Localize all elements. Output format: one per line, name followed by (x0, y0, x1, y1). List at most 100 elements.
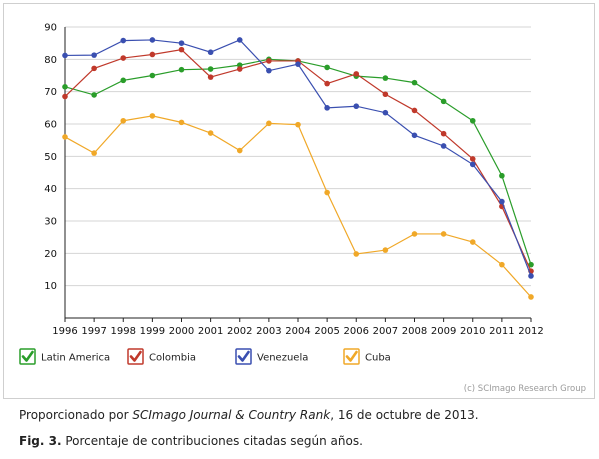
data-point[interactable] (120, 37, 127, 44)
data-point[interactable] (178, 119, 185, 126)
legend-item[interactable]: Colombia (127, 348, 196, 365)
data-point[interactable] (411, 132, 418, 139)
x-tick-label: 2007 (373, 326, 398, 337)
data-point[interactable] (382, 91, 389, 98)
data-point[interactable] (62, 134, 68, 140)
check-icon (237, 350, 250, 362)
data-point[interactable] (324, 189, 330, 196)
data-point[interactable] (120, 55, 127, 61)
figure-label: Fig. 3. (19, 434, 62, 448)
data-point[interactable] (149, 72, 156, 79)
series-layer (62, 37, 534, 300)
legend-item[interactable]: Cuba (343, 348, 391, 365)
data-point[interactable] (149, 37, 156, 43)
data-point[interactable] (236, 37, 243, 43)
x-tick-label: 1998 (111, 326, 136, 337)
data-point[interactable] (149, 51, 156, 58)
data-point[interactable] (440, 143, 447, 149)
data-point[interactable] (120, 117, 127, 124)
y-axis-ticks: 10 20 30 40 50 60 70 80 90 (44, 23, 57, 293)
data-point[interactable] (382, 109, 389, 116)
data-point[interactable] (62, 84, 68, 90)
data-point[interactable] (207, 49, 214, 56)
x-tick-label: 2002 (227, 326, 252, 337)
data-point[interactable] (91, 65, 97, 72)
data-point[interactable] (411, 231, 418, 237)
legend-label: Cuba (365, 353, 391, 364)
data-point[interactable] (62, 52, 68, 59)
source-suffix: , 16 de octubre de 2013. (330, 408, 479, 422)
x-tick-label: 2004 (285, 326, 310, 337)
data-point[interactable] (411, 79, 418, 86)
data-point[interactable] (528, 273, 534, 279)
data-point[interactable] (499, 172, 505, 179)
chart-frame: 10 20 30 40 50 60 70 80 90 1996 1997 1998 1999 2000 2… (3, 3, 595, 399)
x-tick-label: 2011 (489, 326, 514, 337)
data-point[interactable] (178, 46, 185, 53)
data-point[interactable] (91, 92, 97, 98)
figure-text: Porcentaje de contribuciones citadas seg… (61, 434, 363, 448)
data-point[interactable] (178, 66, 185, 73)
data-point[interactable] (469, 161, 476, 168)
y-tick-label: 90 (44, 23, 57, 34)
data-point[interactable] (440, 130, 447, 137)
data-point[interactable] (120, 77, 127, 84)
line-chart: 10 20 30 40 50 60 70 80 90 1996 1997 1998 1999 2000 2… (19, 23, 586, 394)
legend-label: Latin America (41, 353, 110, 364)
legend-item[interactable]: Venezuela (235, 348, 308, 365)
data-point[interactable] (236, 147, 243, 154)
y-tick-label: 20 (44, 249, 57, 260)
data-point[interactable] (382, 247, 389, 253)
data-point[interactable] (324, 80, 330, 87)
data-point[interactable] (295, 121, 301, 128)
y-tick-label: 10 (44, 281, 57, 292)
data-point[interactable] (178, 40, 185, 46)
data-point[interactable] (324, 105, 330, 111)
y-tick-label: 80 (44, 55, 57, 66)
legend-item[interactable]: Latin America (19, 348, 110, 365)
data-point[interactable] (207, 66, 214, 72)
data-point[interactable] (469, 156, 476, 162)
x-tick-label: 1999 (140, 326, 165, 337)
data-point[interactable] (266, 67, 272, 74)
data-point[interactable] (440, 231, 447, 237)
y-tick-label: 30 (44, 217, 57, 228)
data-point[interactable] (353, 103, 360, 110)
data-point[interactable] (499, 198, 505, 205)
x-axis-ticks: 1996 1997 1998 1999 2000 2001 2002 2003 2004 2005… (52, 318, 544, 337)
data-point[interactable] (91, 52, 97, 58)
data-point[interactable] (469, 117, 476, 124)
data-point[interactable] (324, 64, 330, 71)
x-tick-label: 2000 (169, 326, 194, 337)
data-point[interactable] (411, 107, 418, 114)
data-point[interactable] (469, 239, 476, 245)
data-point[interactable] (62, 93, 68, 100)
data-point[interactable] (353, 251, 360, 257)
data-point[interactable] (499, 261, 505, 268)
data-point[interactable] (295, 61, 301, 67)
data-point[interactable] (266, 120, 272, 127)
data-point[interactable] (149, 113, 156, 119)
data-point[interactable] (266, 58, 272, 64)
x-tick-label: 2006 (344, 326, 369, 337)
legend: Latin America Colombia Venezuela Cuba (19, 348, 391, 365)
data-point[interactable] (207, 130, 214, 136)
legend-label: Colombia (149, 353, 196, 364)
data-point[interactable] (353, 71, 360, 77)
legend-label: Venezuela (257, 353, 308, 364)
y-tick-label: 50 (44, 152, 57, 163)
y-tick-label: 60 (44, 120, 57, 131)
x-tick-label: 2003 (256, 326, 281, 337)
data-point[interactable] (236, 66, 243, 72)
data-point[interactable] (528, 294, 534, 300)
data-point[interactable] (382, 75, 389, 81)
check-icon (345, 350, 358, 362)
x-tick-label: 2009 (431, 326, 456, 337)
data-point[interactable] (207, 74, 214, 80)
data-point[interactable] (91, 150, 97, 156)
data-point[interactable] (236, 62, 243, 68)
data-point[interactable] (528, 261, 534, 268)
x-tick-label: 2005 (314, 326, 339, 337)
data-point[interactable] (440, 98, 447, 105)
x-tick-label: 1996 (52, 326, 77, 337)
